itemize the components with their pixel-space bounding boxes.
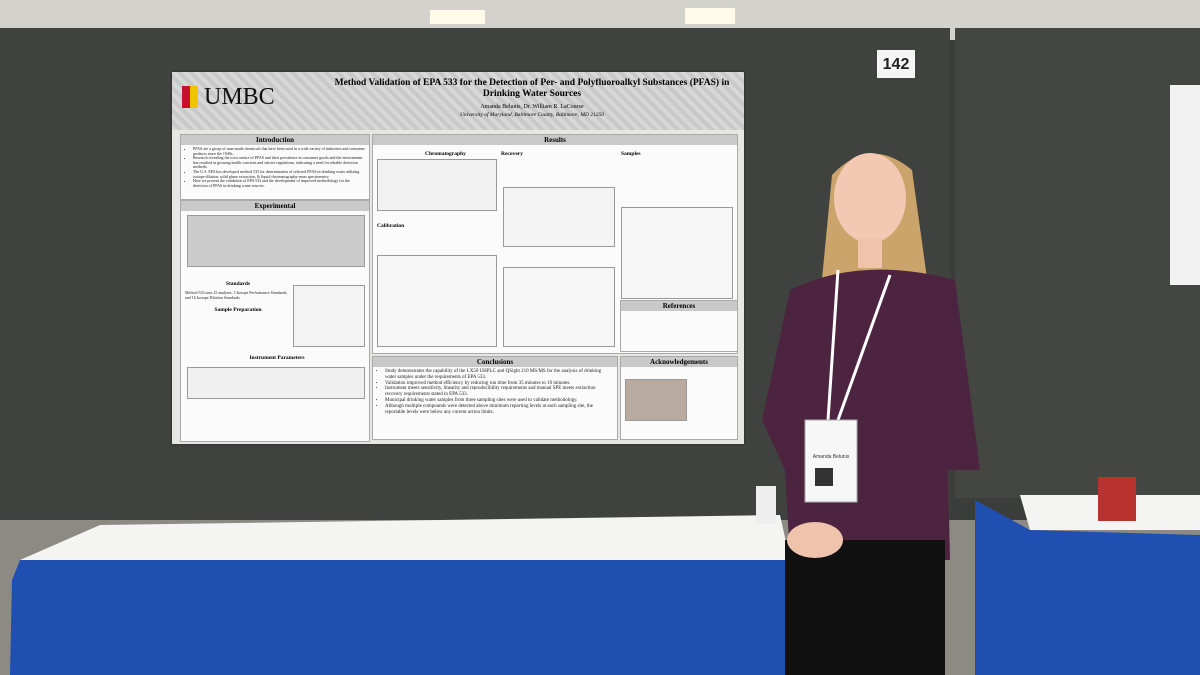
bullet-item: Research revealing the toxic nature of P…	[193, 155, 365, 170]
bullet-item: Instrument meets sensitivity, linearity …	[385, 386, 613, 398]
logo-shield	[182, 86, 198, 108]
authors: Amanda Belunis, Dr. William R. LaCourse	[480, 104, 584, 110]
table-top	[20, 515, 790, 560]
bullet-item: The U.S. EPA has developed method 533 fo…	[193, 169, 365, 179]
poster-board	[955, 28, 1200, 498]
group-photo	[625, 379, 687, 421]
recovery-table	[503, 267, 615, 347]
name-badge	[804, 419, 858, 503]
section-heading: Conclusions	[373, 357, 617, 367]
subheading: Standards	[225, 281, 251, 287]
subheading: Instrument Parameters	[249, 355, 305, 361]
workflow-figure	[187, 215, 365, 267]
chromatogram	[377, 159, 497, 211]
booth-number: 142	[883, 56, 910, 73]
section-heading: References	[621, 301, 737, 311]
subheading: Sample Preparation	[214, 307, 262, 313]
blouse	[762, 269, 980, 560]
subheading: Recovery	[501, 151, 523, 157]
section-heading: Experimental	[181, 201, 369, 211]
qr-code	[815, 468, 833, 486]
logo-text: UMBC	[204, 84, 275, 110]
bullet-item: Study demonstrates the capability of the…	[385, 369, 613, 381]
section-heading: Results	[373, 135, 737, 145]
bullet-item: Validation improved method efficiency by…	[385, 381, 613, 387]
booth-sign	[877, 50, 915, 78]
cup	[756, 486, 776, 524]
pants	[785, 540, 945, 675]
table-skirt	[10, 560, 800, 675]
poster-header: UMBC Method Validation of EPA 533 for th…	[172, 72, 744, 130]
introduction-panel: Introduction PFAS are a group of man-mad…	[180, 134, 370, 200]
structure-figure	[293, 285, 365, 347]
neck	[858, 238, 882, 268]
section-heading: Acknowledgements	[621, 357, 737, 367]
subheading: Samples	[621, 151, 641, 157]
experimental-panel: Experimental Standards Method 533 uses 2…	[180, 200, 370, 442]
section-heading: Introduction	[181, 135, 369, 145]
lanyard	[826, 269, 892, 421]
badge-name: Amanda Belunis	[813, 454, 850, 460]
table-skirt	[975, 500, 1200, 675]
recovery-chart	[503, 187, 615, 247]
light	[685, 8, 735, 24]
bullet-item: Here we present the validation of EPA 53…	[193, 178, 365, 188]
face	[834, 153, 906, 243]
subheading: Chromatography	[425, 151, 466, 157]
bullet-list: PFAS are a group of man-made chemicals t…	[185, 146, 365, 188]
subheading: Calibration	[377, 223, 405, 229]
samples-table	[621, 207, 733, 299]
conclusions-panel: Conclusions Study demonstrates the capab…	[372, 356, 618, 440]
affiliation: University of Maryland, Baltimore County…	[459, 112, 605, 118]
poster-title: Method Validation of EPA 533 for the Det…	[334, 78, 730, 99]
acknowledgements-panel: Acknowledgements	[620, 356, 738, 440]
instrument-table	[187, 367, 365, 399]
bullet-item: Although multiple compounds were detecte…	[385, 404, 613, 416]
poster: UMBC Method Validation of EPA 533 for th…	[172, 72, 744, 444]
references-panel: References	[620, 300, 738, 352]
neighbor-poster	[1170, 85, 1200, 285]
standards-text: Method 533 uses 25 analytes, 3 Isotope P…	[185, 290, 288, 300]
coffee-cup	[1098, 477, 1136, 521]
bullet-item: Municipal drinking water samples from th…	[385, 398, 613, 404]
hands	[787, 522, 843, 558]
calibration-figure	[377, 255, 497, 347]
bullet-item: PFAS are a group of man-made chemicals t…	[193, 146, 365, 156]
light	[430, 10, 485, 24]
bullet-list: Study demonstrates the capability of the…	[377, 369, 613, 415]
